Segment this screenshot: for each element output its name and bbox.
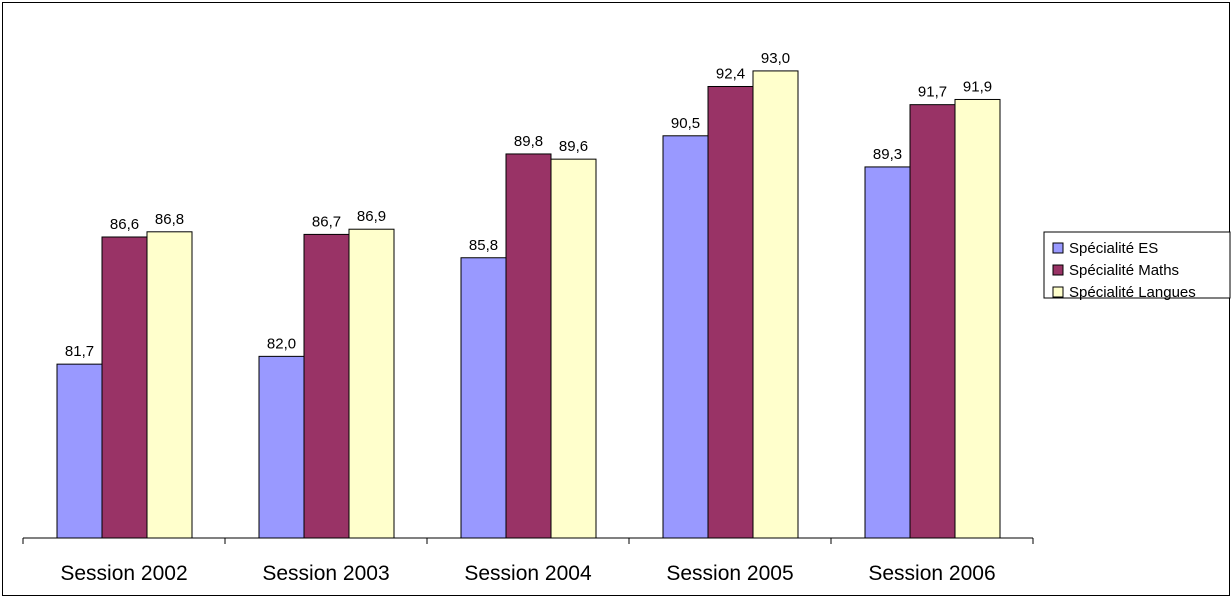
category-label: Session 2003 <box>262 562 389 585</box>
bar <box>707 85 754 539</box>
bar <box>258 355 305 539</box>
bar <box>460 257 507 539</box>
data-label: 86,9 <box>357 208 386 225</box>
category-label: Session 2006 <box>868 562 995 585</box>
data-label: 86,8 <box>155 211 184 228</box>
bar <box>146 231 193 539</box>
data-label: 89,8 <box>514 133 543 150</box>
bars <box>56 70 1001 539</box>
data-label: 86,7 <box>312 213 341 230</box>
data-label: 89,3 <box>873 146 902 163</box>
legend-box <box>1043 231 1231 299</box>
bar <box>303 233 350 539</box>
bar <box>505 153 552 539</box>
bar <box>101 236 148 539</box>
data-label: 89,6 <box>559 138 588 155</box>
bar <box>56 363 103 539</box>
legend: Spécialité ES Spécialité Maths Spécialité … <box>1043 231 1231 301</box>
legend-label: Spécialité ES <box>1069 240 1158 257</box>
bar <box>864 166 911 539</box>
legend-swatch <box>1052 264 1064 276</box>
category-label: Session 2005 <box>666 562 793 585</box>
category-label: Session 2002 <box>60 562 187 585</box>
data-labels: 81,7 86,6 86,8 82,0 86,7 86,9 85,8 89,8 89,6 90,5… <box>65 50 992 360</box>
data-label: 92,4 <box>716 65 745 82</box>
category-labels: Session 2002 Session 2003 Session 2004 Sess… <box>60 562 995 585</box>
category-label: Session 2004 <box>464 562 592 585</box>
data-label: 91,9 <box>963 78 992 95</box>
legend-label: Spécialité Maths <box>1069 262 1179 279</box>
legend-swatch <box>1052 242 1064 254</box>
bar <box>909 104 956 539</box>
bar <box>550 158 597 539</box>
bar <box>348 228 395 539</box>
bar <box>662 135 709 539</box>
data-label: 86,6 <box>110 216 139 233</box>
bar <box>954 98 1001 539</box>
bar <box>752 70 799 539</box>
legend-label: Spécialité Langues <box>1069 284 1196 301</box>
x-axis <box>22 537 1034 544</box>
data-label: 85,8 <box>469 237 498 254</box>
data-label: 91,7 <box>918 84 947 101</box>
data-label: 82,0 <box>267 335 296 352</box>
data-label: 93,0 <box>761 50 790 67</box>
data-label: 81,7 <box>65 343 94 360</box>
legend-swatch <box>1052 286 1064 298</box>
data-label: 90,5 <box>671 115 700 132</box>
